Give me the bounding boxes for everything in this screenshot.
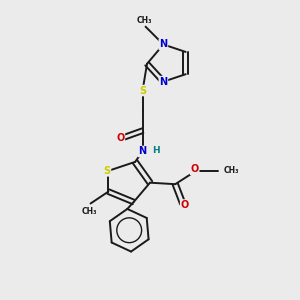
- Text: O: O: [181, 200, 189, 210]
- Text: CH₃: CH₃: [224, 166, 239, 175]
- Text: N: N: [139, 146, 147, 157]
- Text: H: H: [152, 146, 160, 154]
- Text: S: S: [139, 85, 146, 96]
- Text: CH₃: CH₃: [136, 16, 152, 25]
- Text: O: O: [116, 133, 124, 143]
- Text: S: S: [103, 166, 110, 176]
- Text: N: N: [159, 40, 167, 50]
- Text: N: N: [159, 76, 167, 87]
- Text: CH₃: CH₃: [81, 207, 97, 216]
- Text: O: O: [190, 164, 199, 174]
